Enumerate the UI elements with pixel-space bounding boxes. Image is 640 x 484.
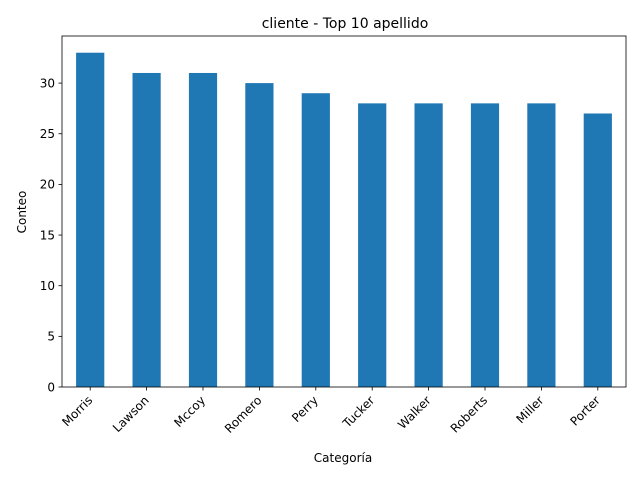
y-tick-label: 10 [40,279,55,293]
x-tick-label: Roberts [448,393,490,435]
bars-layer [76,52,612,388]
x-tick-label: Tucker [339,393,377,431]
y-axis-label: Conteo [15,191,29,234]
bar-tucker [358,103,387,387]
bar-romero [245,83,274,388]
y-tick-label: 15 [40,228,55,242]
bar-morris [76,52,105,387]
bar-lawson [132,72,161,387]
x-tick-label: Morris [59,393,95,429]
x-tick-label: Perry [289,393,321,425]
x-tick-label: Lawson [110,393,152,435]
bar-mccoy [188,72,218,387]
y-tick-label: 5 [47,330,55,344]
bar-roberts [470,103,500,387]
bar-walker [414,103,443,387]
bar-perry [301,93,330,387]
chart-title: cliente - Top 10 apellido [262,16,429,32]
x-axis-label: Categoría [314,451,372,465]
bar-miller [527,103,556,387]
y-tick-label: 20 [40,178,55,192]
bar-porter [583,113,612,388]
plot-frame [61,35,627,388]
y-tick-label: 0 [47,380,55,394]
x-tick-label: Miller [514,393,547,426]
x-tick-label: Walker [395,393,434,432]
y-tick-label: 25 [40,127,55,141]
x-tick-label: Mccoy [171,393,208,430]
x-tick-label: Romero [222,393,265,436]
x-tick-label: Porter [567,393,602,428]
y-tick-label: 30 [40,76,55,90]
